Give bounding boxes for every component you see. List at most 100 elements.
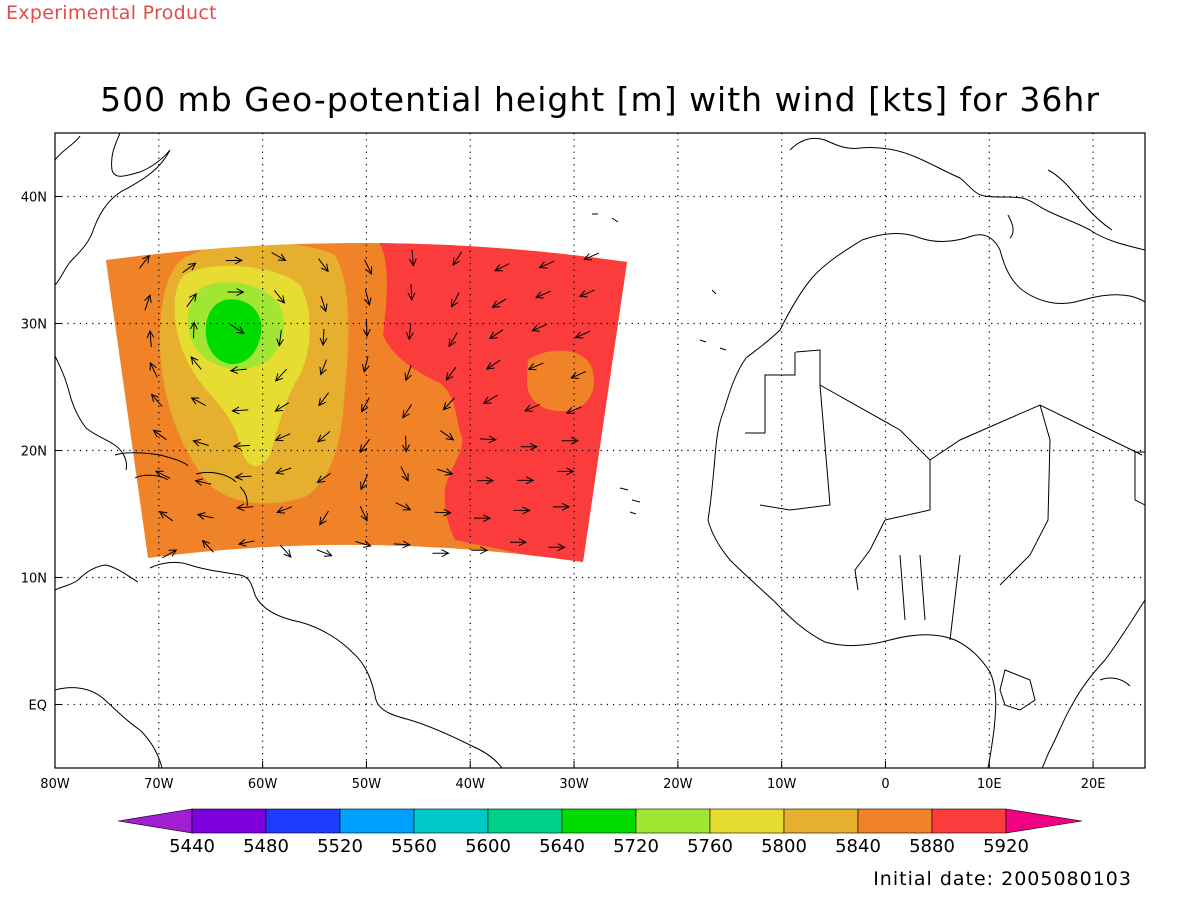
wind-arrow [318,258,328,272]
wind-arrow [321,359,328,375]
wind-arrow [395,502,410,510]
wind-vectors [139,249,600,559]
colorbar: 5440 5480 5520 5560 5600 5640 5720 5760 5800 5840… [117,808,1083,857]
colorbar-label: 5720 [613,836,659,857]
colorbar-label: 5640 [539,836,585,857]
lon-tick-label: 60W [248,777,278,792]
height-field [106,242,627,562]
wind-arrow [234,445,250,446]
wind-arrow [237,507,254,508]
wind-arrow [162,550,176,559]
wind-arrow [276,433,291,441]
lon-tick-label: 20W [663,777,693,792]
lat-tick-label: 30N [21,318,47,333]
wind-arrow [316,549,332,556]
wind-arrow [319,392,329,406]
contour-fill-5840-cell [526,350,594,412]
wind-arrow [406,435,407,452]
wind-arrow [192,398,206,406]
wind-arrow [321,295,326,311]
lat-tick-label: 20N [21,445,47,460]
colorbar-label: 5520 [317,836,363,857]
wind-arrow [277,506,293,513]
wind-arrow [576,330,591,337]
wind-arrow [194,322,195,339]
colorbar-swatch [709,808,785,834]
wind-arrow [355,542,370,546]
wind-arrow [479,439,496,440]
wind-arrow [412,249,413,266]
wind-arrow [400,466,408,481]
wind-arrow [279,544,291,557]
wind-arrow [584,252,600,259]
colorbar-swatch [487,808,563,834]
lon-tick-label: 10E [977,777,1002,792]
wind-arrow [540,260,555,267]
colorbar-swatch [783,808,859,834]
wind-arrow [453,251,463,265]
lat-tick-label: 10N [21,572,47,587]
colorbar-swatch [191,808,267,834]
wind-arrow [320,510,329,524]
colorbar-label: 5800 [761,836,807,857]
wind-arrow [275,402,290,412]
experimental-product-label: Experimental Product [6,2,217,24]
wind-arrow [440,430,453,440]
wind-arrow [145,295,150,311]
wind-arrow [567,406,582,413]
wind-arrow [318,431,331,441]
wind-arrow [487,359,501,369]
colorbar-label: 5880 [909,836,955,857]
lon-tick-label: 20E [1081,777,1106,792]
wind-arrow [139,256,149,269]
lon-tick-label: 50W [352,777,382,792]
lat-lon-grid [55,133,1145,768]
colorbar-label: 5760 [687,836,733,857]
colorbar-label: 5600 [465,836,511,857]
colorbar-extend-low [117,808,193,834]
colorbar-swatch [413,808,489,834]
colorbar-swatch [857,808,933,834]
wind-arrow [536,290,551,297]
wind-arrow [361,474,368,490]
lon-tick-label: 0 [881,777,889,792]
wind-arrow [239,541,255,544]
wind-arrow [230,324,243,333]
wind-arrow [495,263,510,271]
wind-arrow [364,356,368,372]
colorbar-swatch [931,808,1007,834]
wind-arrow [434,512,451,513]
wind-arrow [393,544,410,545]
wind-arrow [323,328,324,345]
wind-arrow [490,329,504,339]
wind-arrow [364,259,371,274]
colorbar-label: 5480 [243,836,289,857]
wind-arrow [443,397,455,410]
wind-arrow [484,394,498,403]
colorbar-label: 5560 [391,836,437,857]
map-title: 500 mb Geo-potential height [m] with win… [100,80,1100,119]
wind-arrow [196,481,212,484]
wind-arrow [317,472,331,482]
wind-arrow [150,331,151,347]
wind-arrow [279,329,281,346]
wind-arrow [362,397,370,412]
wind-arrow [152,394,163,407]
wind-arrow [492,298,507,307]
wind-arrow [154,430,167,441]
wind-arrow [191,357,202,370]
wind-arrow [409,323,411,339]
wind-arrow [406,365,411,380]
wind-arrow [236,476,252,477]
colorbar-label: 5920 [983,836,1029,857]
colorbar-swatch [635,808,711,834]
initial-date-label: Initial date: 2005080103 [873,868,1132,890]
wind-arrow [580,289,595,296]
wind-arrow [160,512,174,522]
wind-arrow [403,404,413,417]
wind-arrow [203,541,214,553]
wind-arrow [276,468,292,473]
wind-arrow [182,263,196,274]
wind-arrow [156,471,171,479]
colorbar-swatch [561,808,637,834]
